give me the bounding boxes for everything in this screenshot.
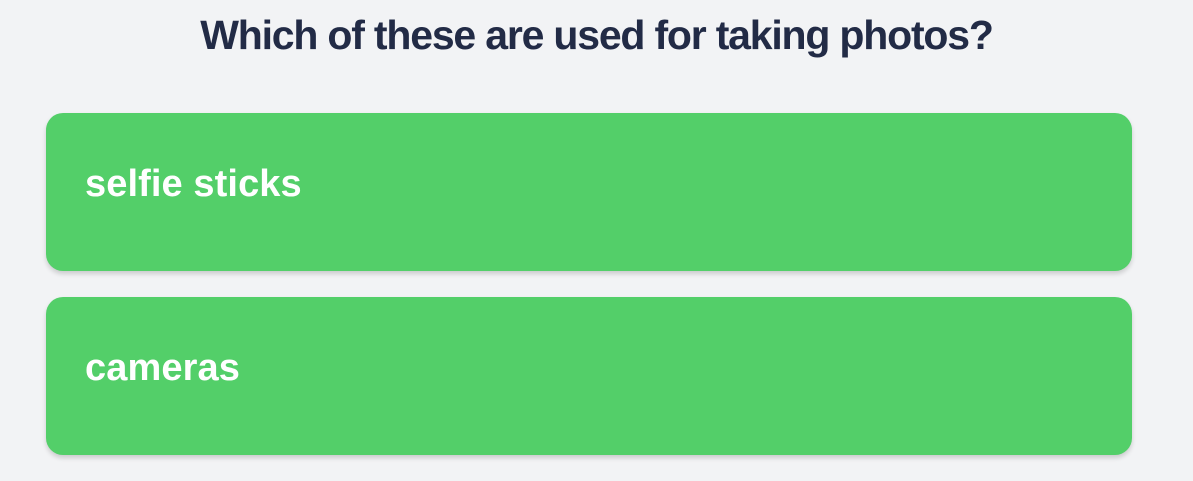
quiz-screen: Which of these are used for taking photo… (46, 12, 1132, 455)
answer-option-selfie-sticks[interactable]: selfie sticks (46, 113, 1132, 271)
question-title: Which of these are used for taking photo… (200, 12, 994, 58)
answer-list: selfie sticks cameras (46, 113, 1132, 481)
answer-option-cameras[interactable]: cameras (46, 297, 1132, 455)
answer-label: selfie sticks (85, 163, 302, 205)
answer-label: cameras (85, 347, 240, 389)
